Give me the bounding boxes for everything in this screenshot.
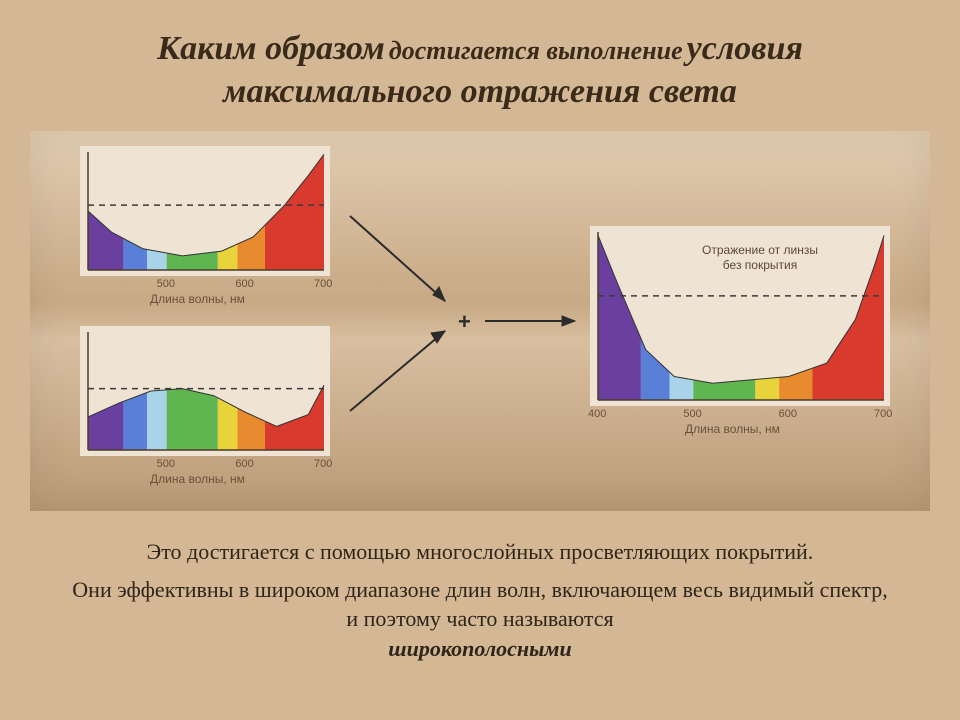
slide-title: Каким образом достигается выполнение усл… <box>30 28 930 113</box>
tick: 700 <box>314 278 332 290</box>
right-chart-caption: Отражение от линзы без покрытия <box>670 243 850 273</box>
rlabel-l1: Отражение от линзы <box>702 243 818 257</box>
chart-bottom-left: 500600700Длина волны, нм <box>80 326 330 456</box>
tick: 600 <box>779 408 797 420</box>
tick: 500 <box>683 408 701 420</box>
axis-label: Длина волны, нм <box>150 472 245 486</box>
tick: 500 <box>157 458 175 470</box>
title-l2: максимального отражения света <box>223 73 737 110</box>
body-paragraph-2: Они эффективны в широком диапазоне длин … <box>70 575 890 664</box>
arrow-to-result <box>480 309 580 333</box>
arrow-bottom-to-plus <box>345 321 465 421</box>
plus-icon: + <box>458 309 471 335</box>
body-p2b: широкополосными <box>388 636 571 661</box>
axis-label: Длина волны, нм <box>150 292 245 306</box>
charts-panel: 500600700Длина волны, нм 500600700Длина … <box>30 131 930 511</box>
arrow-top-to-plus <box>345 211 465 321</box>
tick: 600 <box>235 458 253 470</box>
title-l1b: достигается выполнение <box>389 36 683 65</box>
tick: 700 <box>874 408 892 420</box>
title-l1a: Каким образом <box>157 30 385 67</box>
tick: 600 <box>235 278 253 290</box>
body-paragraph-1: Это достигается с помощью многослойных п… <box>70 537 890 567</box>
rlabel-l2: без покрытия <box>723 258 797 272</box>
tick: 500 <box>157 278 175 290</box>
title-l1c: условия <box>687 30 803 67</box>
body-p2a: Они эффективны в широком диапазоне длин … <box>72 577 887 632</box>
tick: 400 <box>588 408 606 420</box>
axis-label: Длина волны, нм <box>685 422 780 436</box>
tick: 700 <box>314 458 332 470</box>
chart-top-left: 500600700Длина волны, нм <box>80 146 330 276</box>
